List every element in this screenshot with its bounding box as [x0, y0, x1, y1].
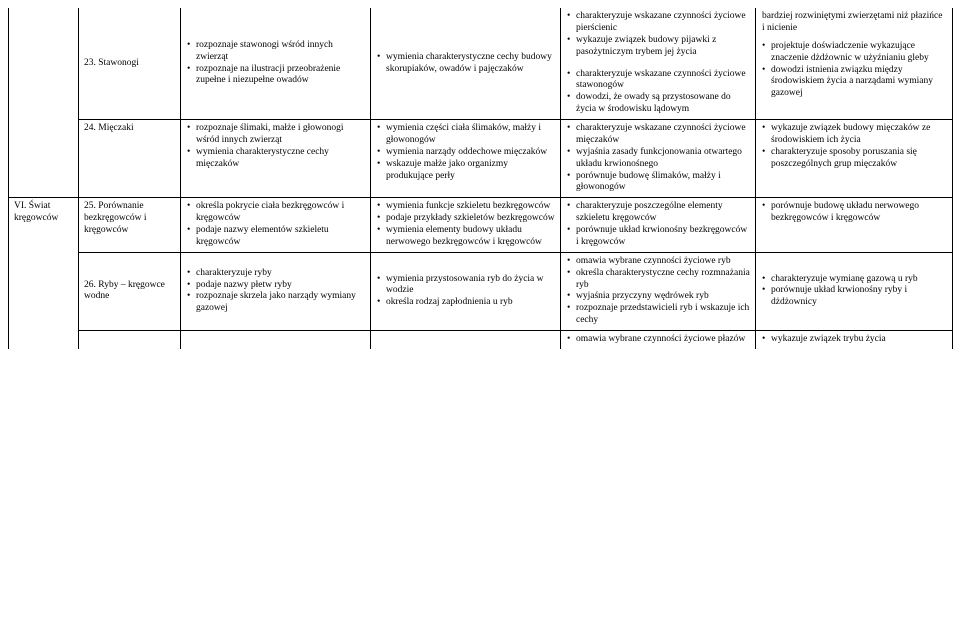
c4-cell: wymienia części ciała ślimaków, małży i … — [371, 120, 561, 198]
c5-list: charakteryzuje poszczególne elementy szk… — [566, 201, 750, 249]
c3-cell: rozpoznaje stawonogi wśród innych zwierz… — [181, 8, 371, 120]
c3-cell: charakteryzuje rybypodaje nazwy płetw ry… — [181, 252, 371, 330]
c6-cell: charakteryzuje wymianę gazową u rybporów… — [756, 252, 953, 330]
c4-list-item: wymienia części ciała ślimaków, małży i … — [386, 123, 555, 147]
c6-list: charakteryzuje wymianę gazową u rybporów… — [761, 274, 947, 310]
c4-list: wymienia części ciała ślimaków, małży i … — [376, 123, 555, 182]
c6-cell: porównuje budowę układu nerwowego bezkrę… — [756, 198, 953, 253]
c5-cell: charakteryzuje wskazane czynności życiow… — [561, 8, 756, 120]
c4-cell — [371, 331, 561, 349]
c5-list: charakteryzuje wskazane czynności życiow… — [566, 123, 750, 194]
c4-list-item: podaje przykłady szkieletów bezkręgowców — [386, 213, 555, 225]
c3-list-item: podaje nazwy płetw ryby — [196, 280, 365, 292]
section-cell: VI. Świat kręgowców — [9, 198, 79, 253]
c5-list-item: porównuje układ krwionośny bezkręgowców … — [576, 225, 750, 249]
c3-list: charakteryzuje rybypodaje nazwy płetw ry… — [186, 268, 365, 316]
c6-list-item: charakteryzuje sposoby poruszania się po… — [771, 147, 947, 171]
table-row: 26. Ryby – kręgowce wodnecharakteryzuje … — [9, 252, 953, 330]
c4-list-item: wymienia narządy oddechowe mięczaków — [386, 147, 555, 159]
c3-cell — [181, 331, 371, 349]
c3-list-item: wymienia charakterystyczne cechy mięczak… — [196, 147, 365, 171]
c3-list-item: podaje nazwy elementów szkieletu kręgowc… — [196, 225, 365, 249]
c6-list-item: porównuje układ krwionośny ryby i dżdżow… — [771, 285, 947, 309]
topic-cell: 24. Mięczaki — [79, 120, 181, 198]
c5-list: omawia wybrane czynności życiowe rybokre… — [566, 256, 750, 327]
c5-cell: charakteryzuje wskazane czynności życiow… — [561, 120, 756, 198]
c5-list-item: wyjaśnia przyczyny wędrówek ryb — [576, 291, 750, 303]
c6-list-item: wykazuje związek budowy mięczaków ze śro… — [771, 123, 947, 147]
c5-list-item: wyjaśnia zasady funkcjonowania otwartego… — [576, 147, 750, 171]
c5-list-item: dowodzi, że owady są przystosowane do ży… — [576, 92, 750, 116]
c5-list-item: porównuje budowę ślimaków, małży i głowo… — [576, 171, 750, 195]
c3-list-item: rozpoznaje skrzela jako narządy wymiany … — [196, 291, 365, 315]
c6-list-item: projektuje doświadczenie wykazujące znac… — [771, 41, 947, 65]
c4-list-item: wskazuje małże jako organizmy produkując… — [386, 159, 555, 183]
c3-list-item: rozpoznaje ślimaki, małże i głowonogi wś… — [196, 123, 365, 147]
c6-list: porównuje budowę układu nerwowego bezkrę… — [761, 201, 947, 225]
c4-list-item: wymienia charakterystyczne cechy budowy … — [386, 52, 555, 76]
section-cell — [9, 120, 79, 198]
c4-cell: wymienia charakterystyczne cechy budowy … — [371, 8, 561, 120]
c5-list-item: wykazuje związek budowy pijawki z pasoży… — [576, 35, 750, 59]
topic-cell — [79, 331, 181, 349]
c6-list: projektuje doświadczenie wykazujące znac… — [761, 41, 947, 100]
c3-list: rozpoznaje stawonogi wśród innych zwierz… — [186, 40, 365, 88]
c4-cell: wymienia przystosowania ryb do życia w w… — [371, 252, 561, 330]
c6-list-item: dowodzi istnienia związku między środowi… — [771, 65, 947, 101]
c6-list-item: wykazuje związek trybu życia — [771, 334, 947, 346]
topic-cell: 23. Stawonogi — [79, 8, 181, 120]
c3-list: rozpoznaje ślimaki, małże i głowonogi wś… — [186, 123, 365, 171]
c4-list-item: wymienia funkcje szkieletu bezkręgowców — [386, 201, 555, 213]
c6-list: wykazuje związek budowy mięczaków ze śro… — [761, 123, 947, 171]
table-row: 23. Stawonogi rozpoznaje stawonogi wśród … — [9, 8, 953, 120]
c5-cell: omawia wybrane czynności życiowe płazów — [561, 331, 756, 349]
c5-list-item: charakteryzuje poszczególne elementy szk… — [576, 201, 750, 225]
c6-cell: wykazuje związek trybu życia — [756, 331, 953, 349]
c5-list-item: charakteryzuje wskazane czynności życiow… — [576, 69, 750, 93]
table-row: 24. Mięczaki rozpoznaje ślimaki, małże i … — [9, 120, 953, 198]
table-row: VI. Świat kręgowców25. Porównanie bezkrę… — [9, 198, 953, 253]
c3-list-item: charakteryzuje ryby — [196, 268, 365, 280]
c3-list-item: rozpoznaje stawonogi wśród innych zwierz… — [196, 40, 365, 64]
c5-list-item: omawia wybrane czynności życiowe ryb — [576, 256, 750, 268]
table-row: omawia wybrane czynności życiowe płazów w… — [9, 331, 953, 349]
c3-list: określa pokrycie ciała bezkręgowców i kr… — [186, 201, 365, 249]
c3-cell: rozpoznaje ślimaki, małże i głowonogi wś… — [181, 120, 371, 198]
c5-list-item: charakteryzuje wskazane czynności życiow… — [576, 123, 750, 147]
c4-list: wymienia charakterystyczne cechy budowy … — [376, 52, 555, 76]
c4-list-item: wymienia przystosowania ryb do życia w w… — [386, 274, 555, 298]
c4-list-item: określa rodzaj zapłodnienia u ryb — [386, 297, 555, 309]
c5-list-item: rozpoznaje przedstawicieli ryb i wskazuj… — [576, 303, 750, 327]
c4-list-item: wymienia elementy budowy układu nerwoweg… — [386, 225, 555, 249]
c6-list: wykazuje związek trybu życia — [761, 334, 947, 346]
c4-list: wymienia przystosowania ryb do życia w w… — [376, 274, 555, 310]
c6-list-item: porównuje budowę układu nerwowego bezkrę… — [771, 201, 947, 225]
c6-cell: wykazuje związek budowy mięczaków ze śro… — [756, 120, 953, 198]
curriculum-table: 23. Stawonogi rozpoznaje stawonogi wśród … — [8, 8, 953, 349]
c4-cell: wymienia funkcje szkieletu bezkręgowcówp… — [371, 198, 561, 253]
c3-cell: określa pokrycie ciała bezkręgowców i kr… — [181, 198, 371, 253]
c5-list: charakteryzuje wskazane czynności życiow… — [566, 11, 750, 59]
section-cell — [9, 252, 79, 330]
topic-cell: 25. Porównanie bezkręgowców i kręgowców — [79, 198, 181, 253]
c6-cell: bardziej rozwiniętymi zwierzętami niż pł… — [756, 8, 953, 120]
c5-cell: omawia wybrane czynności życiowe rybokre… — [561, 252, 756, 330]
c5-list: charakteryzuje wskazane czynności życiow… — [566, 69, 750, 117]
c5-list: omawia wybrane czynności życiowe płazów — [566, 334, 750, 346]
c5-list-item: omawia wybrane czynności życiowe płazów — [576, 334, 750, 346]
c3-list-item: określa pokrycie ciała bezkręgowców i kr… — [196, 201, 365, 225]
section-cell — [9, 8, 79, 120]
c4-list: wymienia funkcje szkieletu bezkręgowcówp… — [376, 201, 555, 249]
c5-list-item: charakteryzuje wskazane czynności życiow… — [576, 11, 750, 35]
section-cell — [9, 331, 79, 349]
c3-list-item: rozpoznaje na ilustracji przeobrażenie z… — [196, 64, 365, 88]
continuation-text: bardziej rozwiniętymi zwierzętami niż pł… — [761, 11, 947, 35]
c5-cell: charakteryzuje poszczególne elementy szk… — [561, 198, 756, 253]
c5-list-item: określa charakterystyczne cechy rozmnaża… — [576, 268, 750, 292]
c6-list-item: charakteryzuje wymianę gazową u ryb — [771, 274, 947, 286]
topic-cell: 26. Ryby – kręgowce wodne — [79, 252, 181, 330]
